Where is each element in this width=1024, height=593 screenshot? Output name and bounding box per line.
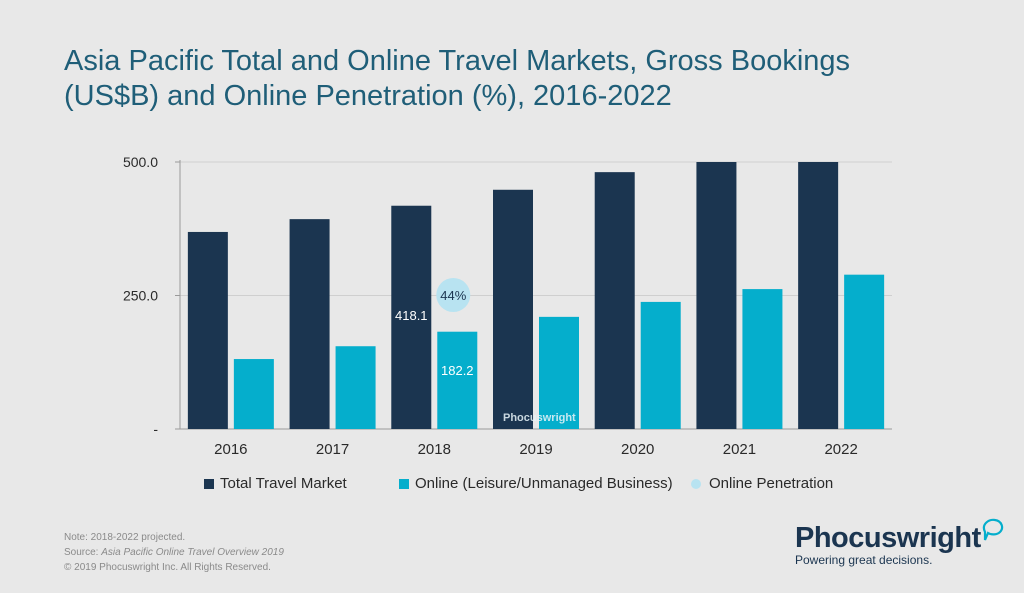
logo-name: Phocuswright	[795, 522, 981, 554]
legend-item-online: Online (Leisure/Unmanaged Business)	[399, 475, 673, 492]
legend-swatch-total	[204, 478, 214, 489]
bar-online-2020	[640, 301, 681, 429]
bar-online-2019	[539, 316, 579, 429]
x-tick-label: 2019	[519, 441, 552, 458]
chart-title-line-2: (US$B) and Online Penetration (%), 2016-…	[64, 80, 672, 112]
speech-bubble-icon	[982, 518, 1003, 541]
data-label-total-2018: 418.1	[395, 308, 428, 323]
legend-label-penetration: Online Penetration	[709, 475, 834, 492]
y-tick-label: 250.0	[123, 288, 158, 304]
bar-total-2019	[493, 189, 533, 429]
bar-total-2018	[391, 205, 432, 429]
legend-swatch-online	[399, 478, 409, 489]
footer: Note: 2018-2022 projected. Source: Asia …	[64, 530, 284, 575]
bar-online-2018	[437, 331, 478, 429]
bar-total-2022	[798, 162, 839, 429]
data-label-penetration-2018: 44%	[440, 288, 466, 303]
data-label-online-2018: 182.2	[441, 363, 474, 378]
bar-total-2017	[289, 219, 330, 429]
x-tick-label: 2016	[214, 441, 247, 458]
bar-total-2021	[696, 162, 737, 429]
chart-title-line-1: Asia Pacific Total and Online Travel Mar…	[64, 45, 851, 77]
x-tick-label: 2018	[418, 441, 451, 458]
footer-source-title: Asia Pacific Online Travel Overview 2019	[101, 547, 284, 558]
bar-online-2021	[742, 289, 783, 429]
logo-tagline: Powering great decisions.	[795, 553, 933, 567]
penetration-point-2018	[436, 278, 471, 312]
phocuswright-logo: Phocuswright Powering great decisions.	[795, 518, 1003, 567]
bar-online-2022	[844, 274, 885, 429]
bar-total-2020	[594, 172, 635, 429]
watermark-logo: Phocuswright	[503, 412, 576, 424]
x-tick-label: 2020	[621, 441, 654, 458]
bar-chart: 500.0 250.0 - 2016 2017 2018 418.1 182.2 44% 2019…	[123, 154, 892, 458]
x-tick-label: 2021	[723, 441, 756, 458]
footer-source: Source: Asia Pacific Online Travel Overv…	[64, 545, 284, 560]
footer-copyright: © 2019 Phocuswright Inc. All Rights Rese…	[64, 562, 271, 573]
legend-label-total: Total Travel Market	[220, 475, 347, 492]
y-tick-label: 500.0	[123, 154, 158, 170]
bar-online-2016	[233, 359, 274, 429]
footer-source-prefix: Source:	[64, 547, 102, 558]
x-tick-label: 2022	[824, 441, 857, 458]
x-tick-label: 2017	[316, 441, 349, 458]
bar-online-2017	[335, 346, 376, 429]
legend-label-online: Online (Leisure/Unmanaged Business)	[415, 475, 673, 492]
legend-item-total: Total Travel Market	[204, 475, 347, 492]
chart-title: Asia Pacific Total and Online Travel Mar…	[64, 44, 964, 114]
y-tick-label: -	[153, 421, 158, 437]
footer-note: Note: 2018-2022 projected.	[64, 532, 186, 543]
bar-total-2016	[187, 231, 228, 429]
legend-dot-penetration	[691, 478, 701, 489]
legend-item-penetration: Online Penetration	[691, 475, 833, 492]
